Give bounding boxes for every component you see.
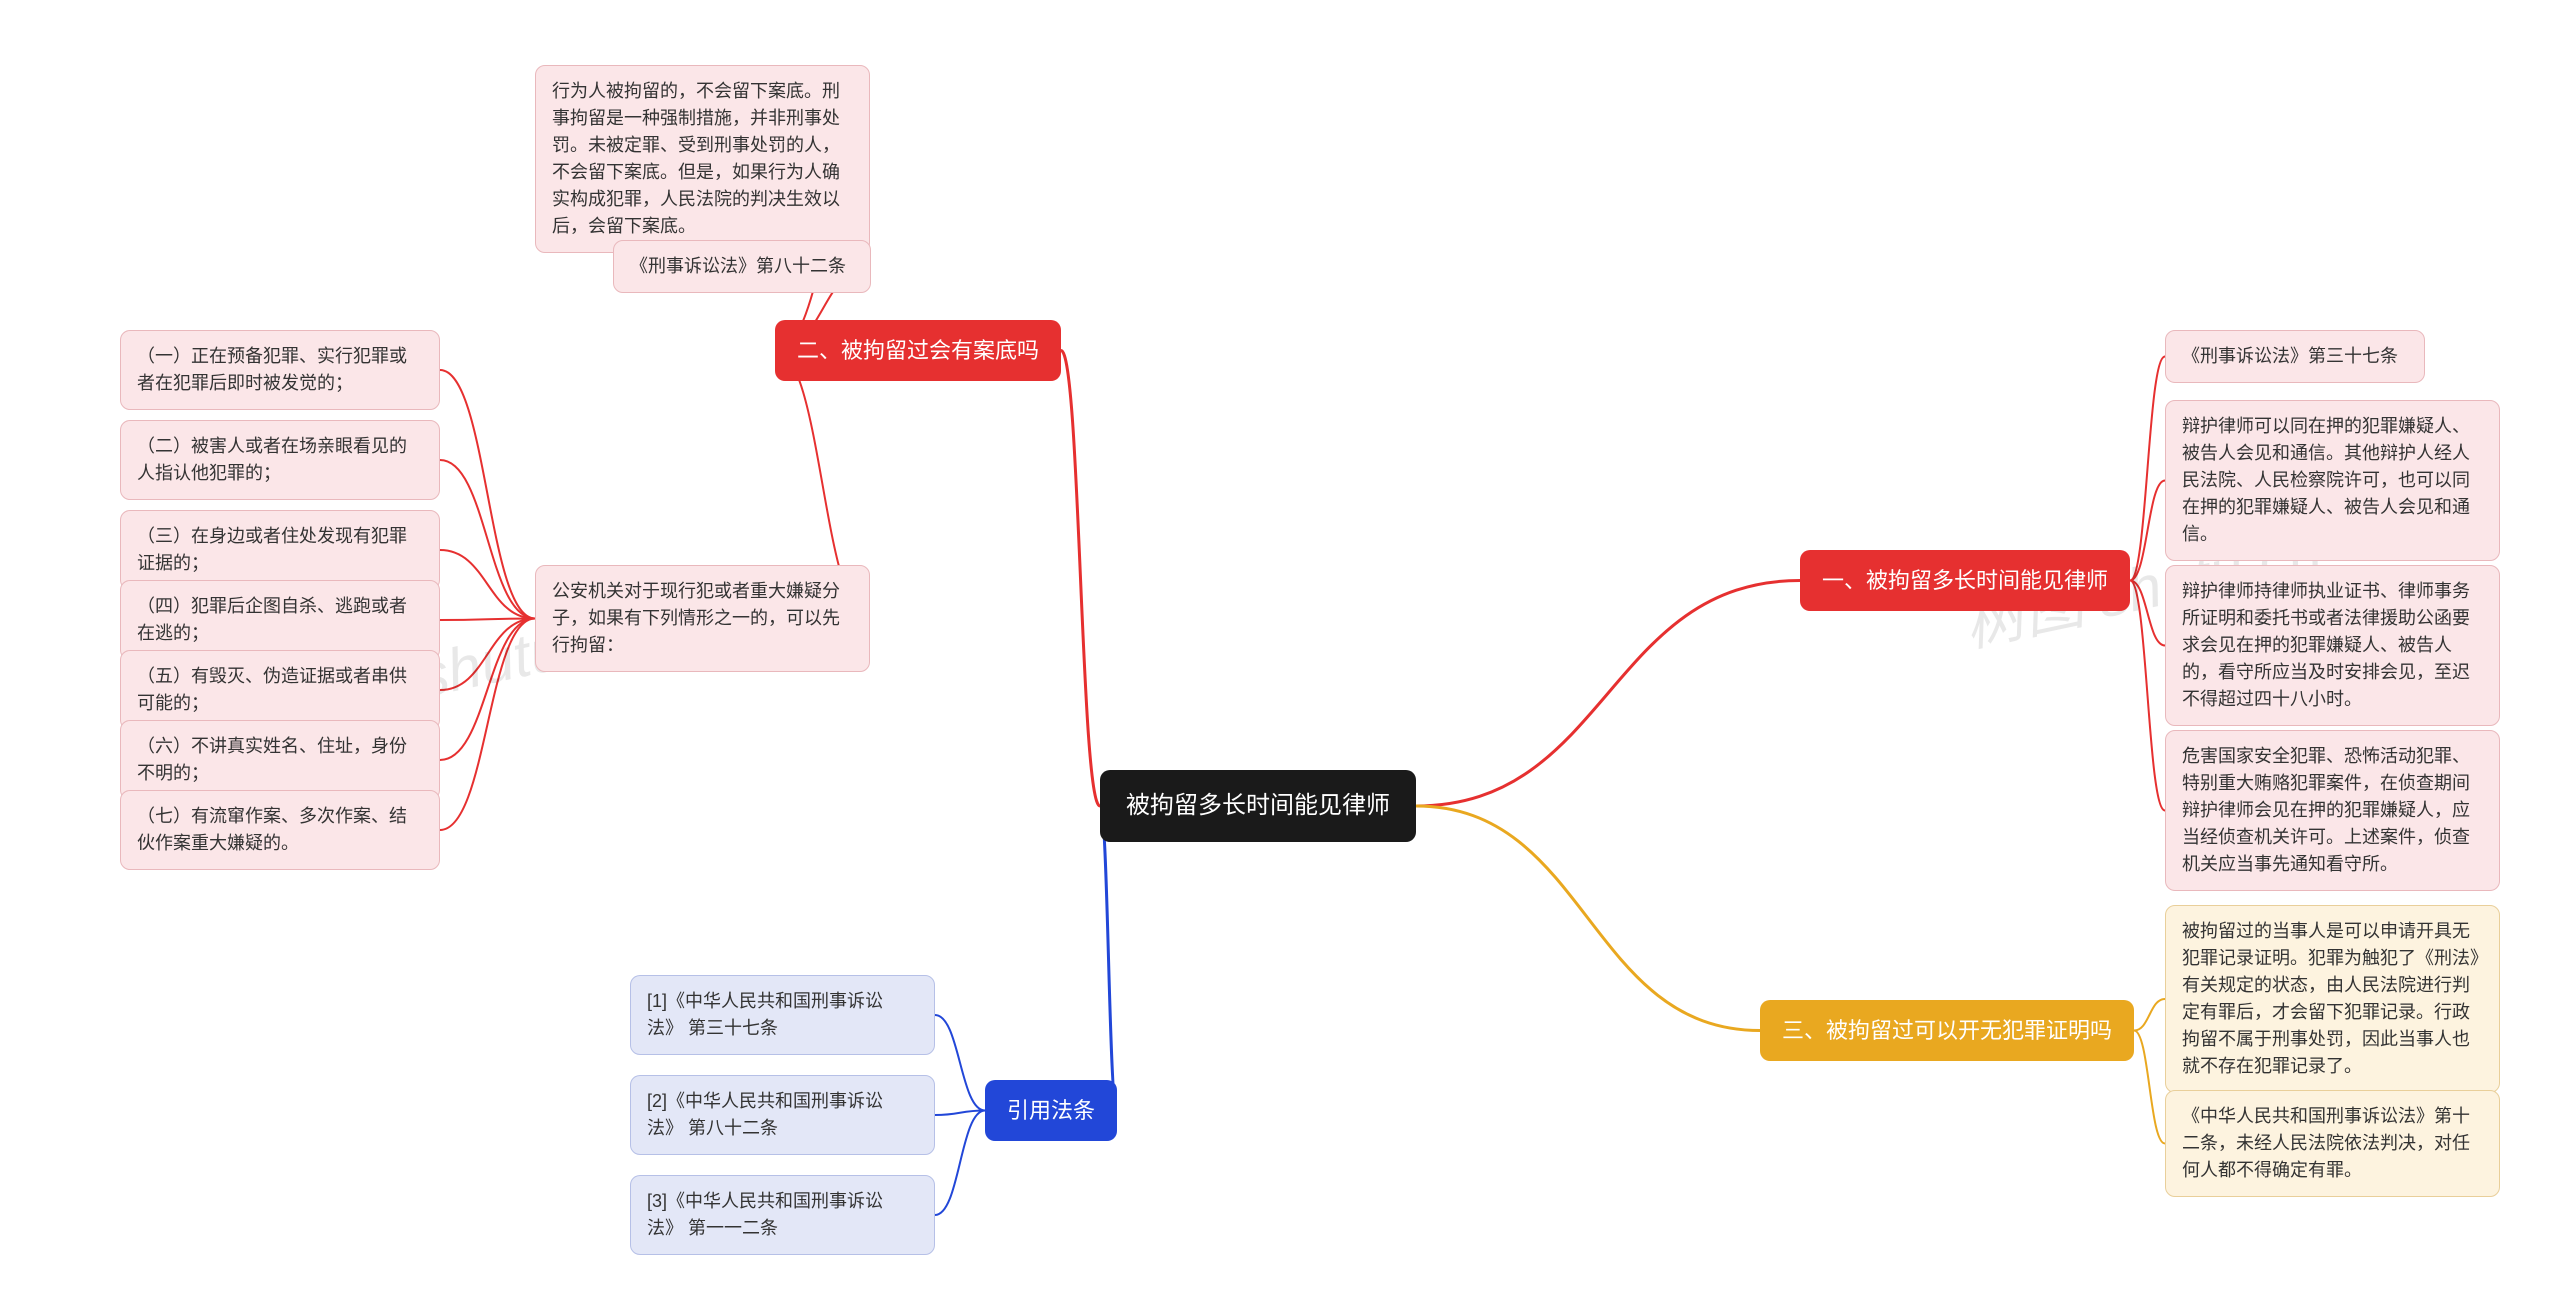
center-node: 被拘留多长时间能见律师	[1100, 770, 1416, 842]
leaf-b4l1: [1]《中华人民共和国刑事诉讼法》 第三十七条	[630, 975, 935, 1055]
leaf-s1: （一）正在预备犯罪、实行犯罪或者在犯罪后即时被发觉的；	[120, 330, 440, 410]
leaf-b1l1: 《刑事诉讼法》第三十七条	[2165, 330, 2425, 383]
leaf-b4l2: [2]《中华人民共和国刑事诉讼法》 第八十二条	[630, 1075, 935, 1155]
leaf-s7: （七）有流窜作案、多次作案、结伙作案重大嫌疑的。	[120, 790, 440, 870]
leaf-s3: （三）在身边或者住处发现有犯罪证据的；	[120, 510, 440, 590]
leaf-s2: （二）被害人或者在场亲眼看见的人指认他犯罪的；	[120, 420, 440, 500]
branch-b2: 二、被拘留过会有案底吗	[775, 320, 1061, 381]
leaf-b1l2: 辩护律师可以同在押的犯罪嫌疑人、被告人会见和通信。其他辩护人经人民法院、人民检察…	[2165, 400, 2500, 561]
branch-b1: 一、被拘留多长时间能见律师	[1800, 550, 2130, 611]
leaf-b2l2: 《刑事诉讼法》第八十二条	[613, 240, 871, 293]
leaf-b2l1: 行为人被拘留的，不会留下案底。刑事拘留是一种强制措施，并非刑事处罚。未被定罪、受…	[535, 65, 870, 253]
leaf-b1l4: 危害国家安全犯罪、恐怖活动犯罪、特别重大贿赂犯罪案件，在侦查期间辩护律师会见在押…	[2165, 730, 2500, 891]
leaf-b3l1: 被拘留过的当事人是可以申请开具无犯罪记录证明。犯罪为触犯了《刑法》有关规定的状态…	[2165, 905, 2500, 1093]
leaf-s6: （六）不讲真实姓名、住址，身份不明的；	[120, 720, 440, 800]
branch-b4: 引用法条	[985, 1080, 1117, 1141]
leaf-b4l3: [3]《中华人民共和国刑事诉讼法》 第一一二条	[630, 1175, 935, 1255]
leaf-s5: （五）有毁灭、伪造证据或者串供可能的；	[120, 650, 440, 730]
leaf-b2sub: 公安机关对于现行犯或者重大嫌疑分子，如果有下列情形之一的，可以先行拘留：	[535, 565, 870, 672]
leaf-b3l2: 《中华人民共和国刑事诉讼法》第十二条，未经人民法院依法判决，对任何人都不得确定有…	[2165, 1090, 2500, 1197]
leaf-s4: （四）犯罪后企图自杀、逃跑或者在逃的；	[120, 580, 440, 660]
leaf-b1l3: 辩护律师持律师执业证书、律师事务所证明和委托书或者法律援助公函要求会见在押的犯罪…	[2165, 565, 2500, 726]
branch-b3: 三、被拘留过可以开无犯罪证明吗	[1760, 1000, 2134, 1061]
